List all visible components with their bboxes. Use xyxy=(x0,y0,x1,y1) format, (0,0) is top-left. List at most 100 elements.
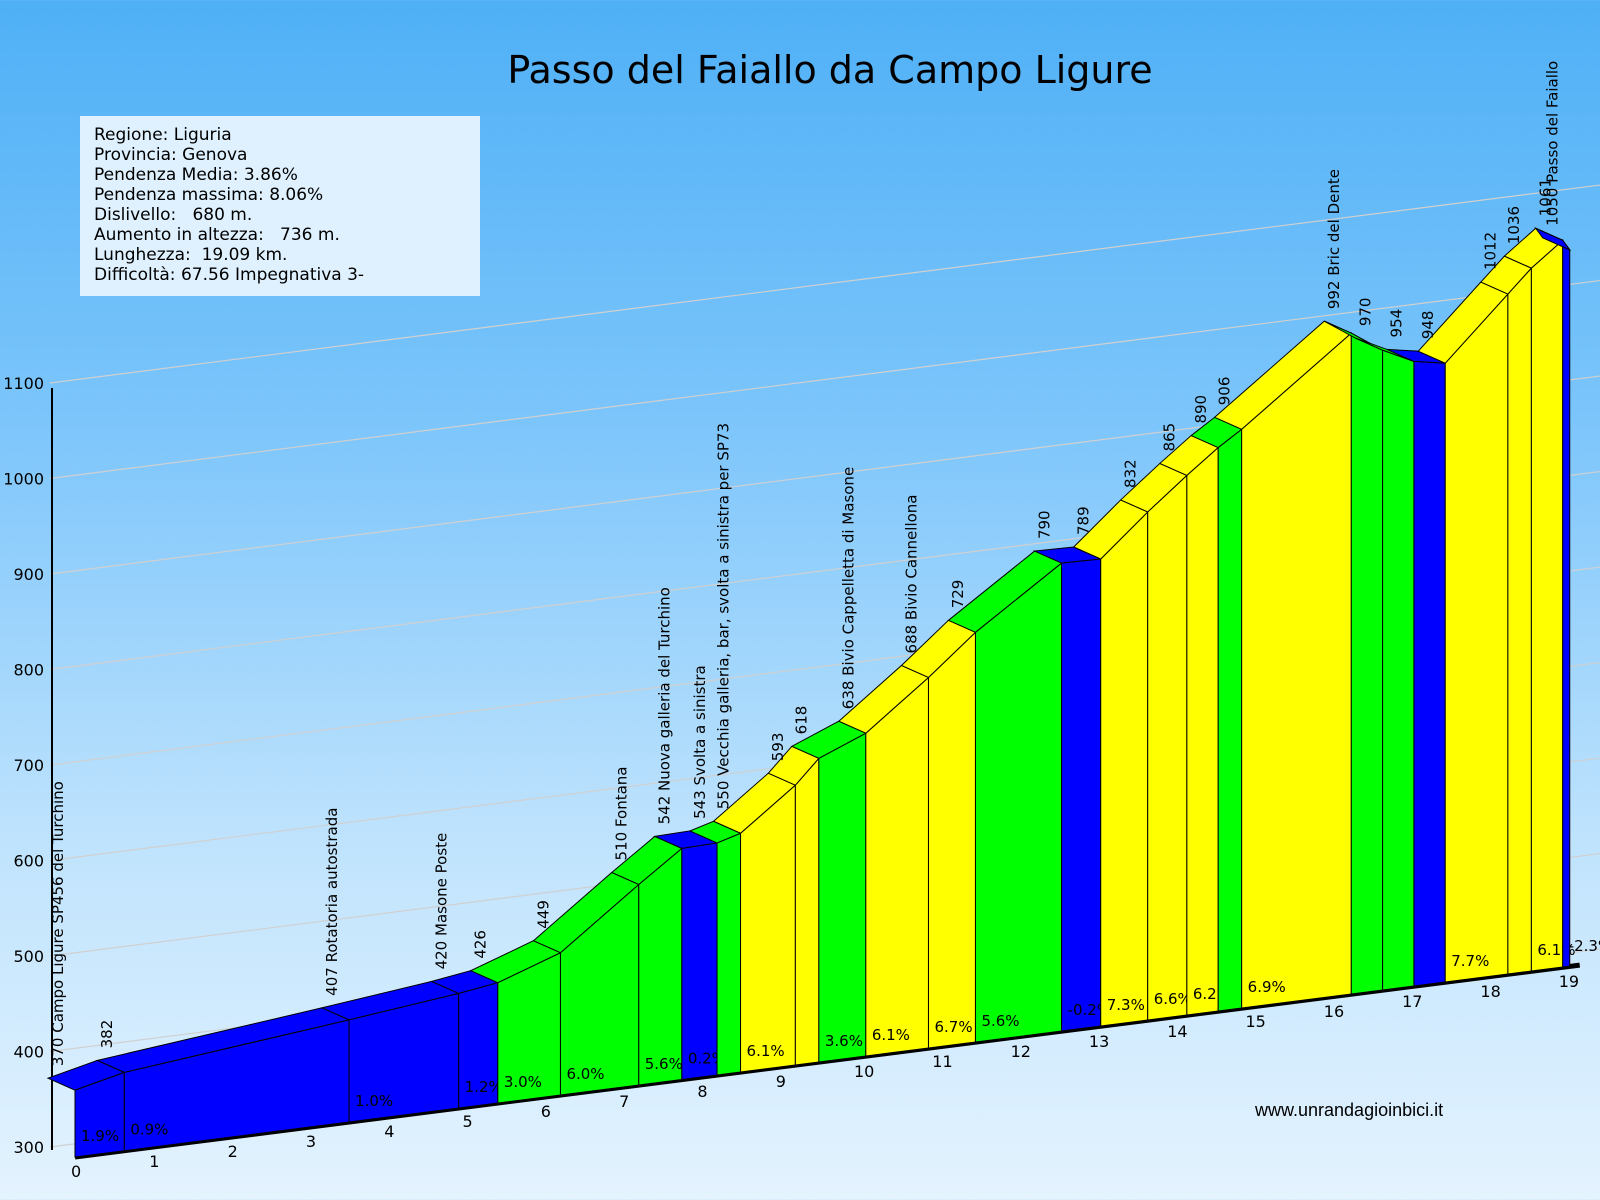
point-label: 542 Nuova galleria del Turchino xyxy=(656,587,674,824)
profile-segment xyxy=(1241,332,1352,1009)
profile-segment xyxy=(740,784,796,1073)
info-line: Dislivello: 680 m. xyxy=(94,205,253,225)
profile-segment xyxy=(974,562,1063,1043)
point-label: 426 xyxy=(472,930,490,959)
profile-segment xyxy=(1061,558,1102,1032)
point-label: 638 Bivio Cappelletta di Masone xyxy=(840,467,858,709)
x-tick-label: 9 xyxy=(776,1072,786,1091)
point-label: 789 xyxy=(1075,506,1093,535)
grade-label: 6.6% xyxy=(1154,990,1192,1008)
profile-segment xyxy=(1100,510,1149,1027)
grade-label: 1.2% xyxy=(465,1078,503,1096)
point-label: 948 xyxy=(1419,311,1437,340)
grade-label: 0.2% xyxy=(688,1050,726,1068)
x-tick-label: 0 xyxy=(71,1162,81,1181)
y-tick-label: 800 xyxy=(13,661,44,680)
x-tick-label: 1 xyxy=(149,1152,159,1171)
point-label: 954 xyxy=(1388,309,1406,338)
grade-label: 1.0% xyxy=(355,1092,393,1110)
x-tick-label: 11 xyxy=(932,1052,952,1071)
x-tick-label: 17 xyxy=(1402,992,1422,1011)
grade-label: 6.0% xyxy=(566,1065,604,1083)
profile-segment xyxy=(865,676,929,1057)
x-tick-label: 6 xyxy=(541,1102,551,1121)
grade-label: 6.1% xyxy=(747,1042,785,1060)
grade-label: 7.3% xyxy=(1107,996,1145,1014)
x-tick-label: 2 xyxy=(228,1142,238,1161)
profile-segment xyxy=(927,631,976,1049)
point-label: 370 Campo Ligure SP456 del Turchino xyxy=(49,781,67,1066)
point-label: 970 xyxy=(1356,298,1374,327)
point-label: 593 xyxy=(769,733,787,762)
point-label: 1012 xyxy=(1482,232,1500,270)
profile-segment xyxy=(1444,292,1509,983)
y-tick-label: 1100 xyxy=(3,374,44,393)
grade-label: 5.6% xyxy=(981,1012,1019,1030)
info-line: Aumento in altezza: 736 m. xyxy=(94,225,340,245)
grid-line xyxy=(49,279,1600,480)
profile-segment xyxy=(794,756,820,1066)
profile-segment xyxy=(681,842,718,1081)
chart-title: Passo del Faiallo da Campo Ligure xyxy=(507,48,1153,92)
y-tick-label: 1000 xyxy=(3,470,44,489)
y-tick-label: 700 xyxy=(13,756,44,775)
profile-segment xyxy=(1507,266,1532,975)
point-label: 906 xyxy=(1215,377,1233,406)
grade-label: 6.9% xyxy=(1248,978,1286,996)
info-line: Regione: Liguria xyxy=(94,125,232,145)
y-tick-label: 300 xyxy=(13,1138,44,1157)
profile-segment xyxy=(1350,332,1384,995)
profile-segment xyxy=(716,832,742,1076)
website-credit: www.unrandagioinbici.it xyxy=(1255,1100,1444,1120)
x-tick-label: 14 xyxy=(1167,1022,1187,1041)
point-label: 688 Bivio Cannellona xyxy=(902,494,920,653)
point-label: 890 xyxy=(1192,395,1210,424)
grade-label: 0.9% xyxy=(130,1121,168,1139)
point-label: 420 Masone Poste xyxy=(432,833,450,970)
x-tick-label: 12 xyxy=(1011,1042,1031,1061)
x-tick-label: 19 xyxy=(1559,972,1579,991)
x-tick-label: 18 xyxy=(1480,982,1500,1001)
point-label: 550 Vecchia galleria, bar, svolta a sini… xyxy=(714,423,732,809)
profile-segment xyxy=(1217,428,1243,1012)
y-tick-label: 400 xyxy=(13,1043,44,1062)
grade-label: -2.3% xyxy=(1569,937,1600,955)
y-tick-label: 900 xyxy=(13,565,44,584)
grade-label: 6.7% xyxy=(934,1018,972,1036)
grade-label: 5.6% xyxy=(645,1055,683,1073)
grade-label: 3.0% xyxy=(504,1073,542,1091)
profile-segment xyxy=(1530,239,1564,972)
x-tick-label: 7 xyxy=(619,1092,629,1111)
x-tick-label: 15 xyxy=(1246,1012,1266,1031)
point-label: 543 Svolta a sinistra xyxy=(691,665,709,819)
info-line: Pendenza Media: 3.86% xyxy=(94,165,298,185)
info-line: Provincia: Genova xyxy=(94,145,248,165)
info-line: Difficoltà: 67.56 Impegnativa 3- xyxy=(94,265,365,285)
grade-label: 3.6% xyxy=(825,1032,863,1050)
point-label: 1036 xyxy=(1505,206,1523,244)
x-tick-label: 10 xyxy=(854,1062,874,1081)
info-line: Lunghezza: 19.09 km. xyxy=(94,245,288,265)
point-label: 832 xyxy=(1122,459,1140,488)
profile-segment xyxy=(1186,446,1219,1016)
point-label: 510 Fontana xyxy=(613,766,631,860)
point-label: 407 Rotatoria autostrada xyxy=(323,808,341,996)
x-tick-label: 8 xyxy=(697,1082,707,1101)
point-label: 865 xyxy=(1161,423,1179,452)
x-tick-label: 3 xyxy=(306,1132,316,1151)
x-tick-label: 5 xyxy=(463,1112,473,1131)
grade-label: -0.2% xyxy=(1068,1001,1112,1019)
point-label: 729 xyxy=(949,580,967,609)
x-tick-label: 4 xyxy=(384,1122,394,1141)
profile-segment-top xyxy=(1534,227,1572,252)
grid-line xyxy=(49,184,1600,384)
grade-label: 6.1% xyxy=(872,1026,910,1044)
info-box: Regione: Liguria Provincia: Genova Pende… xyxy=(80,116,480,296)
point-label: 992 Bric del Dente xyxy=(1325,169,1343,309)
point-label: 449 xyxy=(534,900,552,929)
point-label: 618 xyxy=(793,706,811,735)
point-label: 1050 Passo del Faiallo xyxy=(1544,61,1562,226)
profile-segment xyxy=(638,847,683,1086)
profile-segment xyxy=(818,732,867,1063)
x-tick-label: 13 xyxy=(1089,1032,1109,1051)
